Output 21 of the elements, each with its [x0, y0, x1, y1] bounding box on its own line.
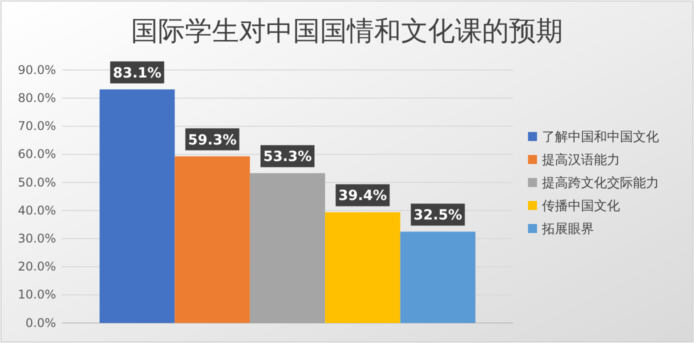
y-tick-label: 50.0% — [18, 175, 56, 190]
y-tick-label: 80.0% — [18, 90, 56, 105]
y-tick-label: 10.0% — [18, 288, 56, 302]
legend-label: 了解中国和中国文化 — [542, 130, 659, 145]
y-tick-label: 60.0% — [18, 147, 56, 162]
y-tick-label: 40.0% — [18, 203, 56, 218]
chart-title: 国际学生对中国国情和文化课的预期 — [131, 16, 563, 47]
legend-label: 提高跨文化交际能力 — [542, 175, 659, 191]
data-label: 53.3% — [263, 149, 312, 166]
data-label: 39.4% — [338, 188, 387, 204]
y-tick-label: 0.0% — [26, 316, 56, 330]
y-tick-label: 30.0% — [18, 232, 56, 246]
data-label: 59.3% — [188, 132, 237, 148]
data-label: 32.5% — [414, 208, 462, 224]
y-tick-label: 70.0% — [18, 119, 56, 134]
y-tick-label: 90.0% — [18, 62, 56, 77]
y-tick-label: 20.0% — [18, 260, 56, 274]
legend-label: 提高汉语能力 — [542, 152, 620, 168]
legend-label: 传播中国文化 — [542, 199, 620, 214]
data-label: 83.1% — [112, 65, 162, 82]
legend-label: 拓展眼界 — [541, 222, 594, 237]
